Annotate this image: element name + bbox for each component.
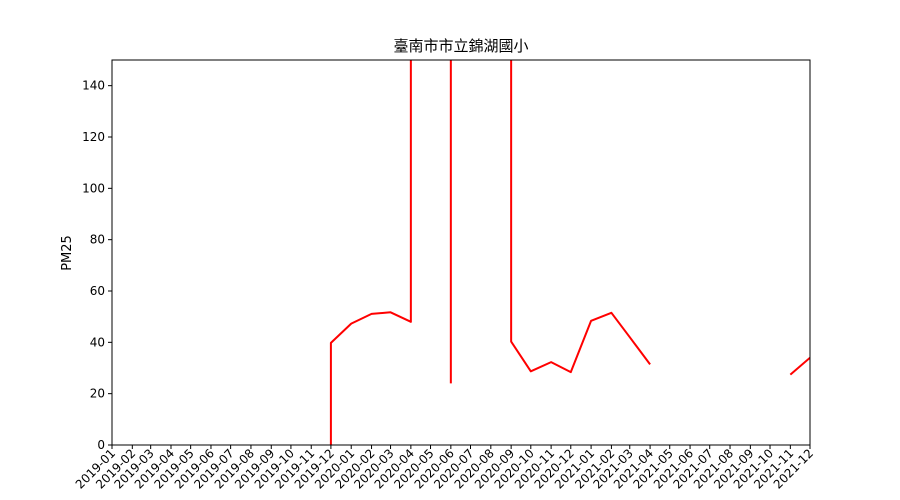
y-axis-label: PM25 (60, 235, 75, 271)
y-tick-label: 40 (90, 335, 105, 349)
series-line-0 (329, 60, 810, 445)
plot-frame (111, 59, 811, 446)
y-tick-label: 120 (82, 130, 105, 144)
y-tick-label: 0 (97, 438, 105, 452)
y-tick-label: 100 (82, 181, 105, 195)
chart-title: 臺南市市立錦湖國小 (393, 37, 528, 55)
y-tick-label: 20 (90, 387, 105, 401)
plot-area: 0204060801001201402019-012019-022019-032… (73, 59, 816, 492)
y-tick-label: 80 (90, 233, 105, 247)
y-tick-label: 140 (82, 79, 105, 93)
y-tick-label: 60 (90, 284, 105, 298)
